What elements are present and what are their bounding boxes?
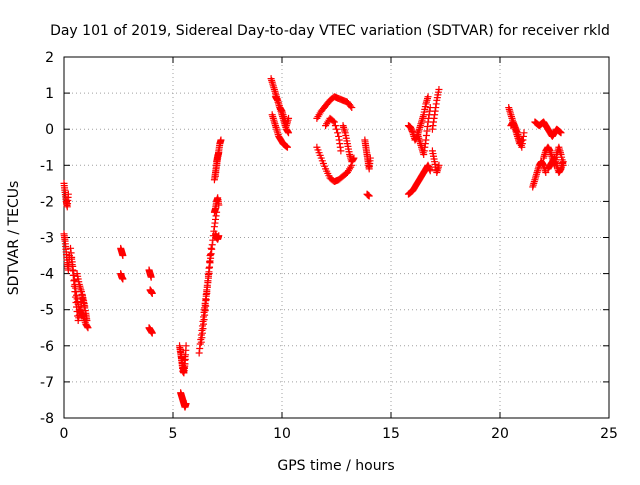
- data-segment: [313, 143, 356, 186]
- data-point: [330, 118, 338, 126]
- y-tick-labels: -8 -7 -6 -5 -4 -3 -2 -1 0 1 2: [40, 50, 54, 427]
- data-point: [365, 192, 373, 200]
- data-point: [182, 400, 190, 408]
- y-tick-label: 1: [45, 86, 54, 102]
- data-point: [557, 129, 565, 137]
- data-segment: [428, 147, 443, 177]
- data-segment: [339, 122, 358, 166]
- data-point: [337, 147, 345, 155]
- data-segment: [145, 324, 156, 337]
- data-segment: [313, 93, 356, 122]
- data-point: [119, 275, 127, 283]
- data-point: [206, 263, 214, 271]
- data-segment: [404, 161, 434, 198]
- data-point: [329, 117, 337, 125]
- data-segment: [544, 154, 567, 177]
- data-point: [559, 158, 567, 166]
- x-tick-label: 20: [491, 426, 509, 442]
- data-point: [347, 102, 355, 110]
- data-point: [426, 167, 434, 175]
- data-point: [285, 114, 293, 122]
- data-segment: [268, 111, 291, 151]
- data-point: [283, 143, 291, 151]
- data-point: [205, 270, 213, 278]
- y-tick-label: 0: [45, 122, 54, 138]
- x-tick-labels: 0 5 10 15 20 25: [60, 426, 618, 442]
- data-segment: [73, 270, 91, 325]
- data-segment: [428, 85, 443, 133]
- data-point: [148, 329, 156, 337]
- x-tick-label: 5: [169, 426, 178, 442]
- data-segment: [361, 136, 374, 173]
- x-axis-label: GPS time / hours: [277, 458, 394, 474]
- data-point: [285, 129, 293, 137]
- data-segment: [210, 194, 223, 216]
- x-tick-label: 10: [273, 426, 291, 442]
- data-points: [60, 75, 567, 411]
- data-point: [348, 104, 356, 112]
- data-point: [435, 161, 443, 169]
- data-segment: [529, 158, 550, 191]
- data-segment: [531, 118, 565, 140]
- data-segment: [322, 114, 345, 155]
- data-point: [333, 125, 340, 133]
- y-tick-label: -4: [40, 267, 54, 283]
- data-segment: [117, 270, 127, 283]
- data-point: [424, 93, 432, 101]
- data-segment: [60, 179, 72, 211]
- chart-title: Day 101 of 2019, Sidereal Day-to-day VTE…: [50, 23, 610, 39]
- x-tick-label: 0: [60, 426, 69, 442]
- data-point: [331, 122, 339, 130]
- data-segment: [507, 118, 528, 151]
- y-tick-label: -5: [40, 303, 54, 319]
- data-segment: [117, 244, 127, 260]
- data-point: [366, 154, 374, 162]
- data-segment: [363, 190, 373, 200]
- y-tick-label: -1: [40, 158, 54, 174]
- data-segment: [201, 244, 215, 314]
- data-point: [350, 154, 358, 162]
- data-point: [520, 129, 528, 137]
- data-segment: [146, 286, 156, 297]
- data-segment: [177, 342, 190, 377]
- y-tick-label: -3: [40, 231, 54, 247]
- data-point: [207, 251, 215, 259]
- data-segment: [271, 93, 293, 130]
- x-tick-label: 25: [600, 426, 618, 442]
- data-point: [215, 149, 223, 157]
- data-point: [215, 232, 223, 240]
- axis-ticks: [63, 56, 610, 419]
- grid-lines: [64, 57, 609, 418]
- data-point: [334, 129, 342, 137]
- y-axis-label: SDTVAR / TECUs: [6, 181, 22, 296]
- data-point: [182, 342, 190, 350]
- data-point: [83, 317, 91, 325]
- data-segment: [212, 149, 223, 180]
- x-tick-label: 15: [382, 426, 400, 442]
- data-point: [207, 244, 215, 252]
- data-point: [147, 273, 155, 281]
- data-point: [119, 252, 127, 260]
- y-tick-label: -2: [40, 194, 54, 210]
- y-tick-label: 2: [45, 50, 54, 66]
- data-point: [435, 85, 443, 93]
- data-segment: [145, 266, 155, 281]
- data-point: [217, 136, 225, 144]
- y-tick-label: -6: [40, 339, 54, 355]
- data-segment: [212, 230, 223, 243]
- data-segment: [404, 93, 432, 144]
- data-point: [215, 201, 223, 209]
- data-point: [84, 324, 92, 332]
- data-segment: [177, 389, 190, 411]
- y-tick-label: -8: [40, 411, 54, 427]
- data-point: [206, 257, 214, 265]
- data-segment: [68, 255, 89, 325]
- data-point: [542, 169, 550, 177]
- data-point: [64, 190, 72, 198]
- y-tick-label: -7: [40, 375, 54, 391]
- data-point: [148, 289, 156, 297]
